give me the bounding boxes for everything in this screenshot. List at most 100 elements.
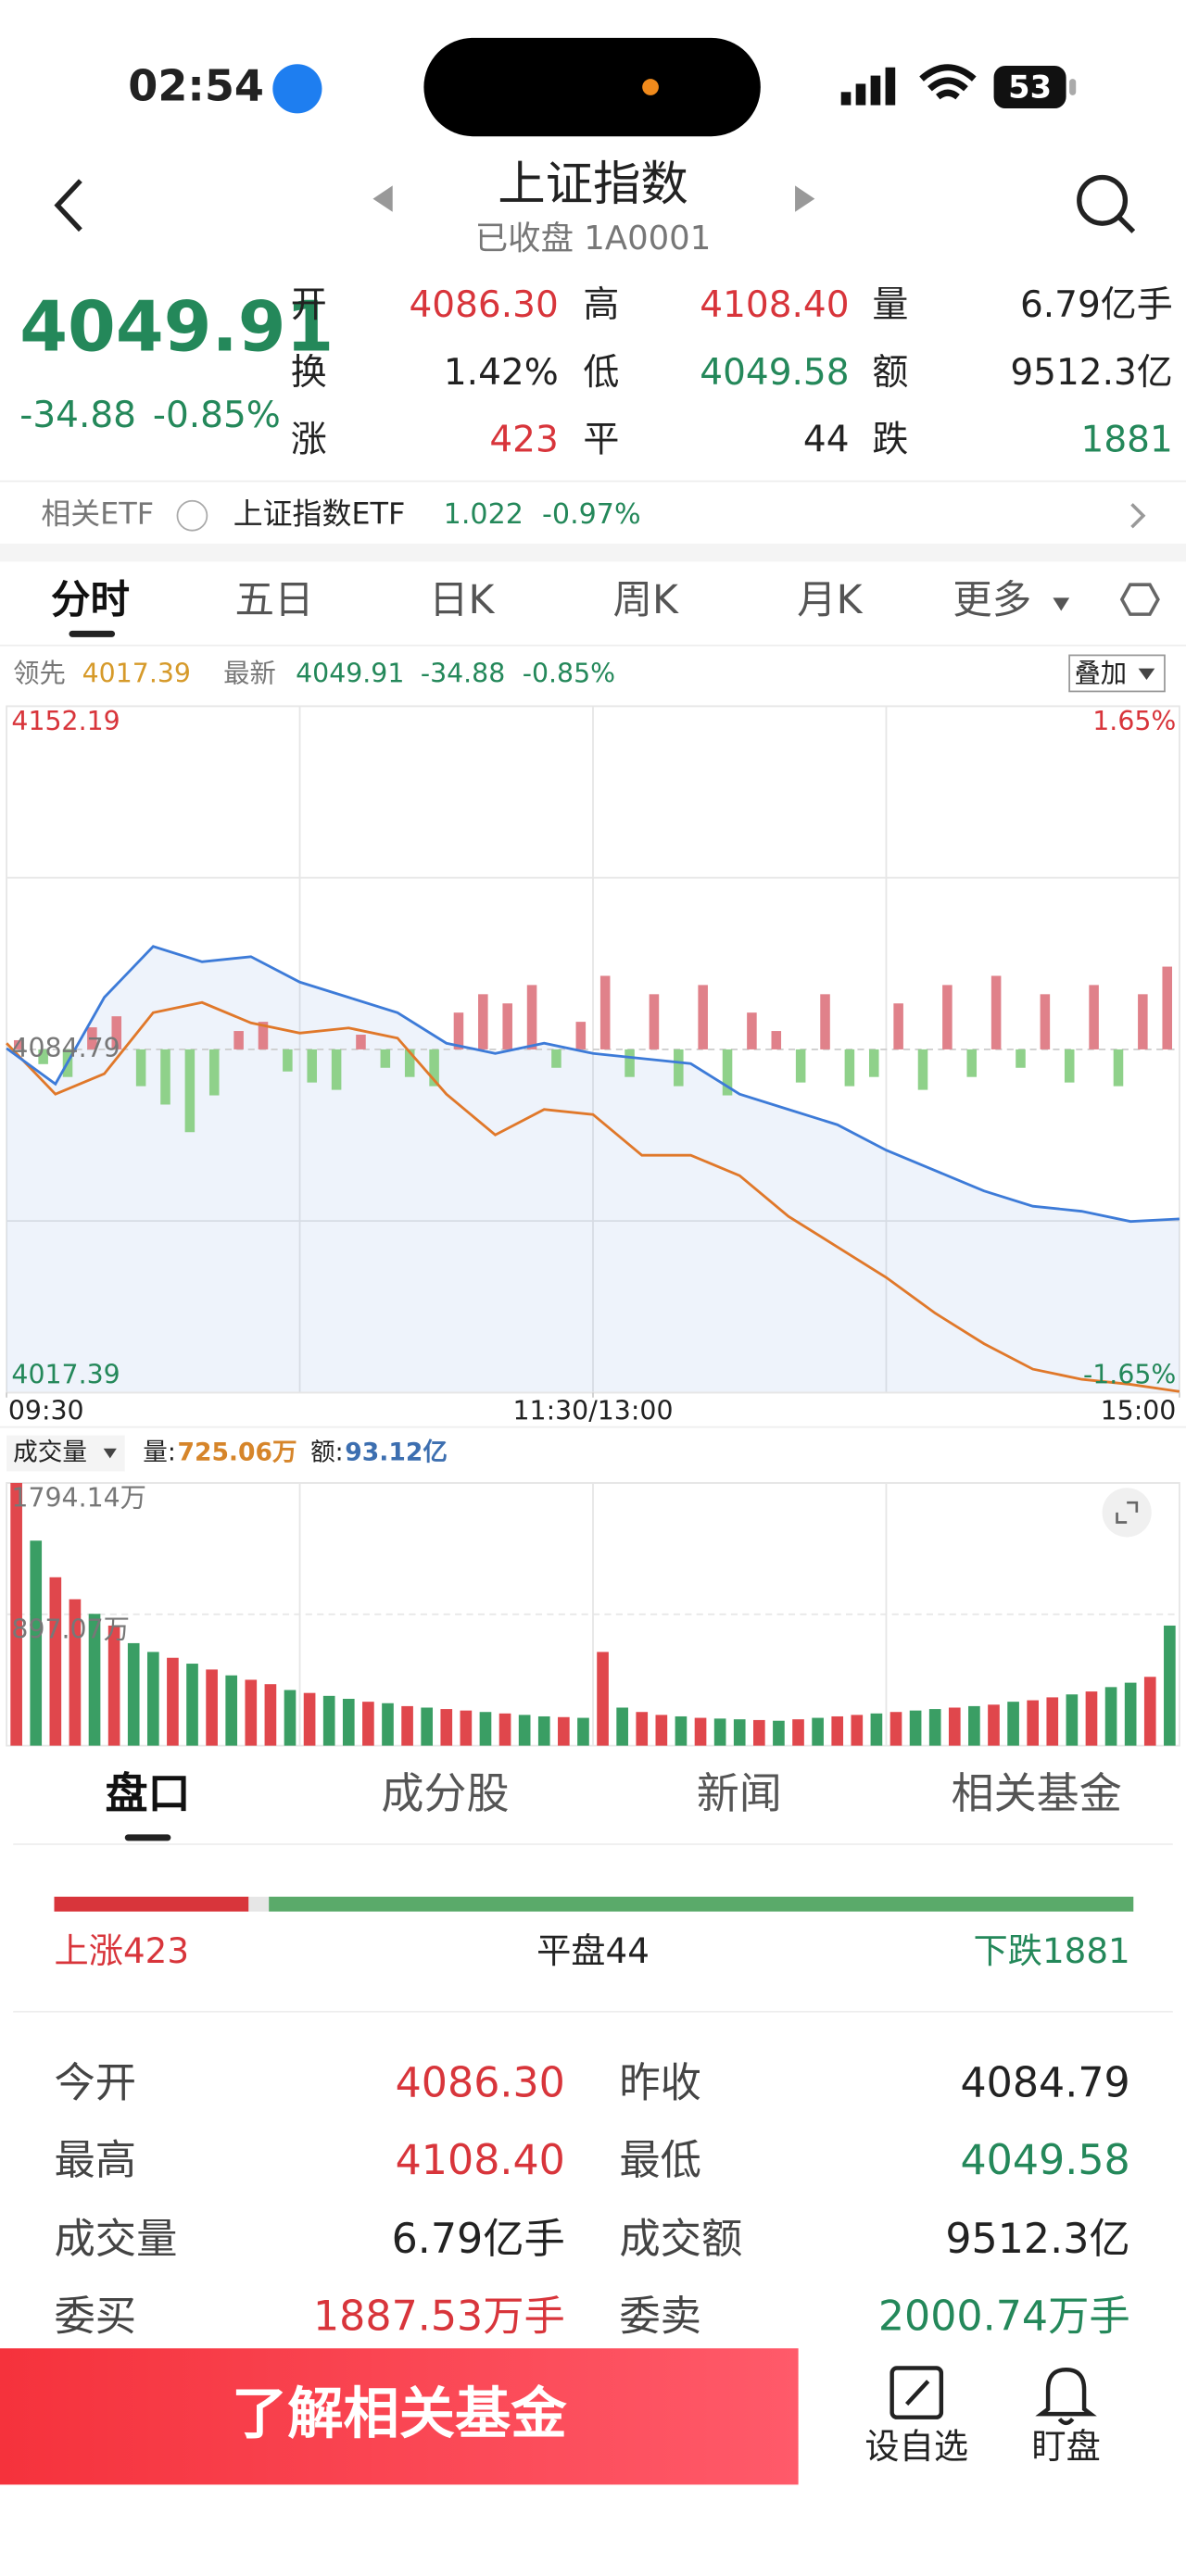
stat-label: 最高	[55, 2137, 137, 2184]
breadth-bar	[526, 985, 537, 1049]
volume-bar	[498, 1713, 511, 1746]
monitor-button[interactable]: 盯盘	[1031, 2368, 1101, 2467]
stat-label: 委卖	[619, 2293, 701, 2340]
x-tick-label: 15:00	[1101, 1396, 1177, 1426]
advance-label: 上涨	[55, 1929, 123, 1970]
watch-button[interactable]: 设自选	[864, 2366, 968, 2467]
stat-value: 4049.58	[960, 2137, 1129, 2184]
flat-label: 平盘	[536, 1929, 605, 1970]
tab[interactable]: 新闻	[697, 1768, 782, 1818]
dropdown-arrow	[1053, 597, 1070, 611]
field-label: 涨	[291, 419, 327, 460]
tab[interactable]: 相关基金	[952, 1768, 1122, 1818]
breadth-bar	[942, 985, 953, 1049]
field-label: 跌	[872, 419, 908, 460]
breadth-bar	[160, 1049, 170, 1105]
field-label: 开	[291, 284, 327, 326]
breadth-bar	[1138, 994, 1148, 1049]
etf-price: 1.022	[444, 498, 524, 531]
wifi-icon	[919, 64, 977, 100]
volume-bar	[362, 1702, 374, 1746]
breadth-bar	[233, 1031, 244, 1049]
breadth-bar	[747, 1012, 757, 1049]
volume-bar	[284, 1690, 296, 1746]
breadth-bar	[208, 1049, 220, 1096]
fund-button-label: 了解相关基金	[232, 2381, 567, 2446]
volume-bar	[655, 1715, 668, 1746]
breadth-bar	[771, 1031, 782, 1049]
prev-button[interactable]	[372, 185, 393, 212]
field-label: 平	[583, 419, 619, 460]
stat-value: 1887.53万手	[313, 2293, 565, 2340]
area	[6, 946, 1180, 1393]
volume-bar	[107, 1625, 120, 1746]
tab[interactable]: 五日	[235, 578, 314, 623]
audio-icon	[272, 64, 322, 114]
volume-bar	[537, 1715, 550, 1746]
latest-value: 4049.91	[296, 659, 404, 689]
tab[interactable]: 盘口	[105, 1768, 190, 1818]
volume-bar	[1104, 1687, 1117, 1746]
volume-bar	[146, 1652, 159, 1746]
latest-change: -34.88	[421, 659, 505, 689]
breadth-bar	[1113, 1049, 1124, 1087]
next-button[interactable]	[795, 185, 815, 212]
breadth-bar	[649, 994, 660, 1049]
volume-bar	[558, 1716, 570, 1746]
settings-icon[interactable]	[1119, 583, 1160, 616]
volume-selector[interactable]	[6, 1435, 125, 1472]
breadth-bar	[917, 1049, 928, 1090]
breadth-bar	[868, 1049, 879, 1077]
tab[interactable]: 周K	[613, 578, 680, 623]
volume-bar	[1085, 1691, 1098, 1746]
volume-bar	[225, 1675, 238, 1746]
stat-label: 成交额	[619, 2216, 742, 2263]
breadth-bar	[283, 1049, 293, 1072]
page-subtitle: 已收盘 1A0001	[475, 220, 712, 258]
tab[interactable]: 分时	[51, 578, 130, 623]
stat-label: 今开	[55, 2060, 137, 2107]
fund-button[interactable]	[0, 2348, 799, 2485]
breadth-bar	[625, 1049, 635, 1077]
field-value: 4086.30	[409, 284, 558, 326]
chevron	[1130, 503, 1146, 529]
etf-pct: -0.97%	[542, 498, 641, 531]
decline: 下跌1881	[974, 1929, 1130, 1970]
advance-bar	[54, 1896, 249, 1912]
volume-bar	[1124, 1682, 1137, 1746]
breadth-bar	[893, 1003, 903, 1049]
breadth-bar	[844, 1049, 855, 1087]
overlay-label: 叠加	[1074, 659, 1127, 689]
back-button[interactable]	[54, 179, 82, 232]
volume-bar	[264, 1684, 277, 1746]
field-label: 额	[872, 352, 908, 394]
tab[interactable]: 月K	[797, 578, 864, 623]
tab[interactable]: 日K	[429, 578, 496, 623]
dynamic-island	[423, 37, 761, 137]
volume-bar	[342, 1699, 355, 1746]
volume-bar	[322, 1695, 335, 1746]
breadth-bar	[795, 1049, 806, 1083]
volume-bar	[733, 1719, 746, 1746]
volume-bar	[988, 1704, 1000, 1746]
tab[interactable]: 更多	[953, 578, 1031, 623]
advance-count: 423	[123, 1929, 189, 1970]
breadth-bar	[1089, 985, 1099, 1049]
tab[interactable]: 成分股	[381, 1768, 509, 1818]
breadth-bar	[575, 1022, 587, 1049]
etf-row[interactable]: 相关ETF 上证指数ETF 1.022 -0.97%	[41, 496, 1146, 532]
field-value: 423	[489, 419, 558, 460]
price-pct: -0.85%	[153, 395, 281, 436]
breadth-bar	[674, 1049, 684, 1087]
volume-bar	[792, 1719, 804, 1746]
volume-bar	[1143, 1677, 1156, 1746]
breadth-bar	[404, 1049, 415, 1077]
volume-bar	[245, 1679, 258, 1746]
search-button[interactable]	[1077, 174, 1136, 233]
price-change: -34.88	[19, 395, 136, 436]
expand-button[interactable]	[1102, 1488, 1152, 1538]
field-value: 1.42%	[444, 352, 559, 394]
volume-bar	[167, 1657, 179, 1746]
lead-value: 4017.39	[82, 659, 191, 689]
x-tick-label: 11:30/13:00	[512, 1396, 673, 1426]
